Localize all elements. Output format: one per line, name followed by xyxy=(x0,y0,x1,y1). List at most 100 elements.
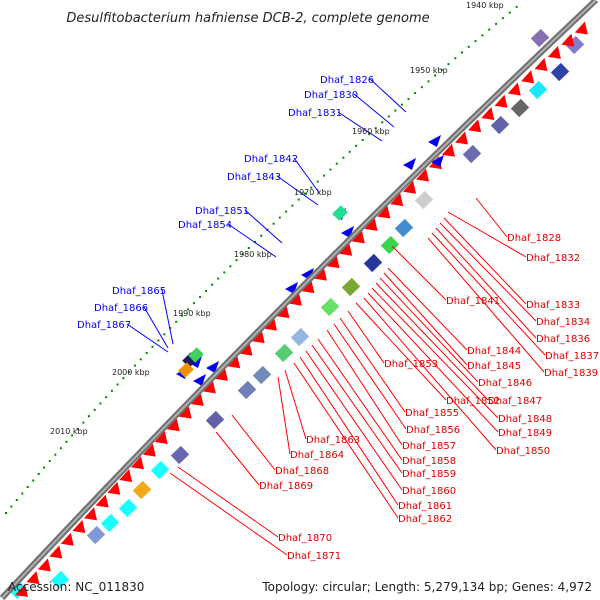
tick-dot xyxy=(374,127,377,130)
tick-dot xyxy=(181,314,184,317)
tick-label: 1940 kbp xyxy=(466,1,504,10)
tick-dot xyxy=(310,186,313,189)
tick-dot xyxy=(10,505,13,508)
tick-dot xyxy=(368,133,371,136)
reverse-leader-line xyxy=(244,209,283,244)
gene-feature-box xyxy=(252,365,272,385)
forward-gene-arrow xyxy=(415,168,429,182)
tick-dot xyxy=(76,428,79,430)
tick-dot xyxy=(71,434,74,437)
tick-dot xyxy=(420,86,423,89)
tick-dot xyxy=(199,296,202,298)
forward-gene-label: Dhaf_1859 xyxy=(402,469,456,480)
forward-leader-line xyxy=(299,356,399,506)
gene-feature-box xyxy=(490,115,510,135)
forward-gene-label: Dhaf_1858 xyxy=(402,456,456,467)
forward-gene-label: Dhaf_1846 xyxy=(478,378,532,389)
forward-gene-label: Dhaf_1844 xyxy=(467,346,521,357)
forward-gene-label: Dhaf_1849 xyxy=(498,428,552,439)
forward-leader-line xyxy=(215,431,260,486)
gene-feature-box xyxy=(565,35,585,55)
reverse-feature-box xyxy=(178,362,194,378)
reverse-feature-box xyxy=(332,205,348,221)
tick-dot xyxy=(223,271,226,274)
reverse-gene-label: Dhaf_1866 xyxy=(94,303,148,314)
forward-gene-label: Dhaf_1853 xyxy=(384,359,438,370)
tick-dot xyxy=(26,486,29,488)
forward-gene-label: Dhaf_1868 xyxy=(275,466,329,477)
forward-gene-arrow xyxy=(190,393,204,407)
tick-dot xyxy=(157,339,160,342)
tick-dot xyxy=(37,473,40,475)
tick-dots xyxy=(5,5,518,514)
forward-leader-line xyxy=(435,227,537,339)
tick-label: 1950 kbp xyxy=(410,66,448,75)
tick-label: 2000 kbp xyxy=(112,368,150,377)
reverse-gene-arrow xyxy=(193,374,206,386)
tick-dot xyxy=(381,121,384,124)
forward-gene-arrow xyxy=(351,230,365,244)
gene-feature-box xyxy=(510,98,530,118)
tick-dot xyxy=(54,453,57,456)
reverse-leader-line xyxy=(276,175,319,206)
gene-feature-box xyxy=(550,62,570,82)
gene-feature-box xyxy=(290,327,310,347)
tick-dot xyxy=(434,74,437,77)
gene-feature-box xyxy=(528,80,548,100)
tick-dot xyxy=(5,512,7,514)
tick-dot xyxy=(304,192,306,195)
gene-feature-box xyxy=(170,445,190,465)
tick-dot xyxy=(122,377,125,380)
tick-dot xyxy=(15,499,18,501)
tick-dot xyxy=(394,109,397,112)
tick-dot xyxy=(163,333,166,336)
tick-dot xyxy=(116,383,119,386)
tick-dot xyxy=(454,57,457,60)
forward-gene-arrow xyxy=(574,21,588,35)
gene-feature-box xyxy=(8,580,28,600)
reverse-leader-line xyxy=(353,93,395,128)
forward-gene-arrow xyxy=(251,330,265,344)
tick-dot xyxy=(361,139,364,141)
tick-dot xyxy=(32,479,35,482)
forward-leader-line xyxy=(391,245,447,301)
forward-gene-arrow xyxy=(130,456,144,470)
forward-gene-arrow xyxy=(60,532,74,546)
forward-leader-line xyxy=(443,217,527,305)
tick-dot xyxy=(407,97,410,100)
forward-gene-arrow xyxy=(326,255,340,269)
forward-leader-line xyxy=(347,310,385,364)
tick-dot xyxy=(21,492,24,495)
reverse-gene-label: Dhaf_1826 xyxy=(320,75,374,86)
forward-gene-arrow xyxy=(507,82,521,96)
tick-dot xyxy=(355,144,358,147)
forward-gene-arrow xyxy=(561,33,575,47)
tick-dot xyxy=(110,389,113,392)
forward-gene-label: Dhaf_1856 xyxy=(406,425,460,436)
tick-dot xyxy=(495,22,498,25)
forward-leader-line xyxy=(326,329,403,446)
forward-gene-arrow xyxy=(142,443,156,457)
tick-dot xyxy=(139,358,142,361)
tick-dot xyxy=(508,11,511,14)
forward-gene-label: Dhaf_1828 xyxy=(507,233,561,244)
tick-dot xyxy=(447,63,450,66)
tick-dot xyxy=(145,352,148,354)
tick-dot xyxy=(205,289,208,292)
tick-dot xyxy=(291,204,294,207)
tick-dot xyxy=(229,265,232,268)
tick-dot xyxy=(297,198,300,201)
tick-dot xyxy=(128,370,131,373)
gene-feature-box xyxy=(320,297,340,317)
forward-gene-label: Dhaf_1870 xyxy=(278,533,332,544)
reverse-leader-line xyxy=(143,306,169,349)
tick-label: 1970 kbp xyxy=(294,188,332,197)
gene-feature-box xyxy=(132,480,152,500)
forward-leader-line xyxy=(379,277,479,383)
forward-gene-arrow xyxy=(364,217,378,231)
tick-dot xyxy=(217,277,220,280)
forward-gene-arrow xyxy=(481,106,495,120)
forward-gene-arrow xyxy=(441,143,455,157)
forward-leader-line xyxy=(355,302,447,401)
